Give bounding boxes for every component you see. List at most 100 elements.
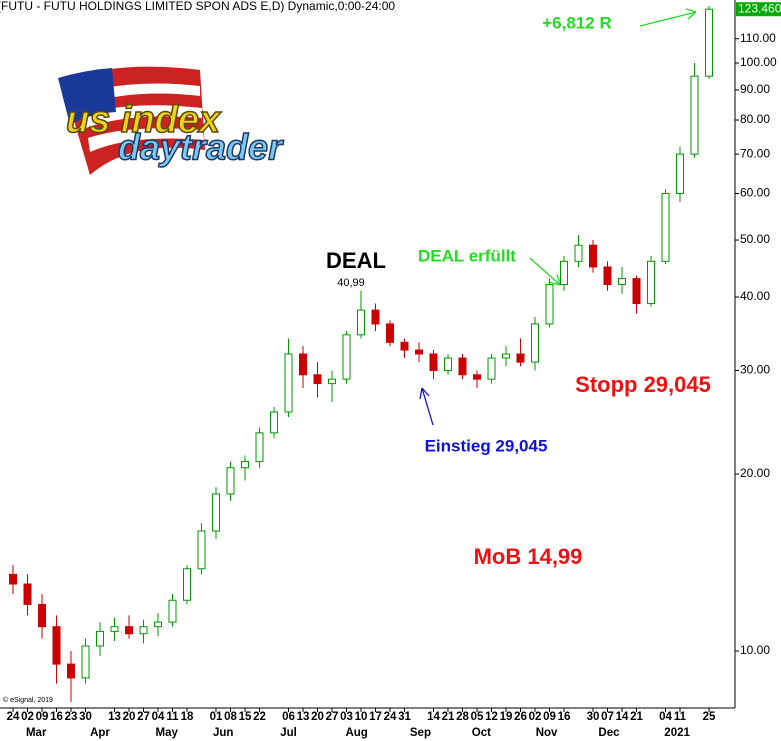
x-tick-label: 14 [616,711,629,723]
month-label: Jun [213,727,233,739]
x-tick-label: 09 [543,711,556,723]
candle-body [38,603,46,628]
candle-body [313,374,322,385]
x-tick-label: 02 [21,711,34,723]
x-tick-label: 18 [181,711,194,723]
month-label: Jul [280,727,297,739]
x-tick-label: 12 [485,711,498,723]
logo-stripes [75,83,204,152]
x-tick-label: 26 [514,711,527,723]
x-tick-label: 17 [369,711,382,723]
candle-body [690,75,699,155]
x-tick-label: 23 [65,711,78,723]
logo-text: us index [66,99,222,141]
annotation: MoB 14,99 [474,544,583,569]
y-tick-label: 20.00 [740,466,770,480]
y-tick-label: 10.00 [740,643,770,657]
x-tick-label: 14 [427,711,440,723]
annotation: 40,99 [337,277,365,289]
candle-body [23,583,32,605]
candle-body [270,411,278,434]
x-tick-label: 13 [108,711,121,723]
arrow [529,257,561,286]
arrow [639,8,697,27]
candle-body [661,192,670,262]
candle-body [400,341,409,351]
x-tick-label: 20 [123,711,136,723]
arrow [419,387,434,426]
x-tick-label: 05 [471,711,484,723]
candle-body [139,626,148,635]
x-tick-label: 21 [630,711,643,723]
candle-body [705,8,713,77]
candle-body [168,599,177,623]
candle-body [516,353,525,363]
x-tick-label: 07 [601,711,614,723]
x-tick-label: 16 [50,711,63,723]
credit: © eSignal, 2019 [3,696,53,704]
candle-body [342,334,351,380]
x-tick-label: 03 [340,711,353,723]
annotation: +6,812 R [542,13,611,32]
last-price-label: 123.460 [738,1,781,15]
candle-body [415,349,423,355]
x-tick-label: 10 [355,711,368,723]
y-tick-label: 110.00 [740,31,776,45]
month-label: Apr [90,727,110,739]
x-tick-label: 16 [558,711,571,723]
candle-body [81,645,90,679]
annotation: DEAL erfüllt [418,246,516,265]
candle-body [371,309,380,325]
last-price-box [736,2,781,17]
y-tick-label: 40.00 [740,289,770,303]
logo: us index daytrader [58,66,285,175]
candle-body [574,244,583,262]
x-tick-label: 27 [326,711,339,723]
candle-body [197,530,206,570]
candle-body [386,323,394,343]
candle-body [154,621,162,628]
candle-body [502,353,510,359]
y-tick-label: 90.00 [740,82,770,96]
x-tick-label: 27 [137,711,150,723]
candle-body [632,278,641,304]
logo-text: daytrader [118,127,284,168]
x-tick-label: 13 [297,711,310,723]
candle-body [52,626,61,665]
annotation: Einstieg 29,045 [425,436,548,455]
candle-body [9,573,17,585]
month-label: Dec [598,727,620,739]
candle-body [560,260,568,286]
x-tick-label: 04 [659,711,672,723]
candle-body [429,353,438,371]
x-tick-label: 19 [500,711,513,723]
y-tick-label: 70.00 [740,146,770,160]
candle-body [212,493,220,532]
candle-body [473,374,481,380]
candle-body [618,278,626,286]
candle-body [545,284,554,325]
x-tick-label: 30 [79,711,92,723]
x-tick-label: 02 [529,711,542,723]
candle-body [96,630,104,647]
arrows [419,8,697,426]
x-tick-label: 08 [224,711,237,723]
x-tick-label: 04 [152,711,165,723]
candle-body [444,357,452,371]
y-tick-label: 100.00 [740,55,777,69]
candle-body [328,378,336,385]
x-tick-label: 24 [384,711,397,723]
x-tick-label: 22 [253,711,266,723]
month-label: Nov [536,727,558,739]
candle-body [241,461,249,469]
candle-body [183,568,191,601]
x-tick-label: 06 [282,711,295,723]
candle-body [531,323,539,363]
x-tick-label: 11 [674,711,687,723]
candle-body [357,309,365,336]
candle-body [299,353,307,376]
candle-body [284,353,293,413]
chart-title: (FUTU - FUTU HOLDINGS LIMITED SPON ADS E… [0,0,395,13]
x-tick-label: 01 [210,711,223,723]
x-tick-label: 21 [442,711,455,723]
